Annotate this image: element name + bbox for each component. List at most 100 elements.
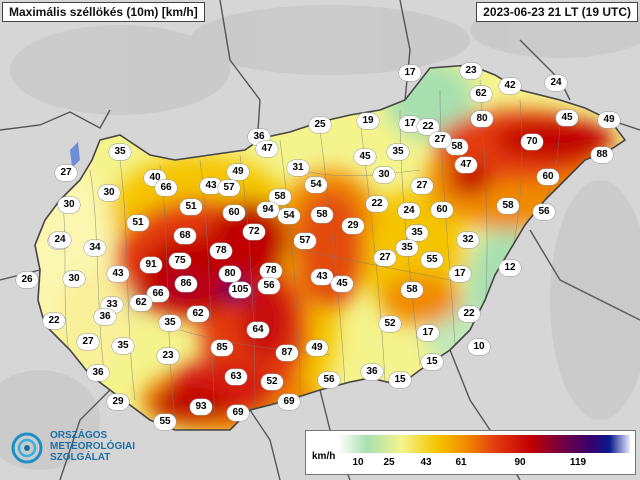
station-value: 24: [398, 203, 420, 219]
station-value: 36: [87, 365, 109, 381]
station-value: 34: [84, 240, 106, 256]
station-value: 72: [243, 224, 265, 240]
station-value: 87: [276, 345, 298, 361]
station-value: 22: [43, 313, 65, 329]
station-value: 43: [311, 269, 333, 285]
logo-line-3: SZOLGÁLAT: [50, 452, 111, 463]
station-value: 30: [58, 197, 80, 213]
station-value: 62: [187, 306, 209, 322]
color-legend: km/h 10 25 43 61 90 119: [305, 430, 636, 475]
station-value: 60: [537, 169, 559, 185]
legend-tick: 25: [383, 457, 395, 468]
station-value: 62: [470, 86, 492, 102]
station-value: 19: [357, 113, 379, 129]
station-value: 64: [247, 322, 269, 338]
station-value: 54: [278, 208, 300, 224]
station-value: 24: [49, 232, 71, 248]
station-value: 23: [460, 63, 482, 79]
station-value: 88: [591, 147, 613, 163]
station-value: 69: [227, 405, 249, 421]
legend-tick: 90: [514, 457, 526, 468]
station-value: 57: [294, 233, 316, 249]
station-value: 27: [374, 250, 396, 266]
station-value: 23: [157, 348, 179, 364]
station-value: 17: [399, 65, 421, 81]
logo-text: ORSZÁGOS METEOROLÓGIAI SZOLGÁLAT: [50, 430, 135, 463]
station-value: 27: [77, 334, 99, 350]
station-value: 86: [175, 276, 197, 292]
station-value: 49: [306, 340, 328, 356]
station-value: 17: [399, 116, 421, 132]
station-value: 80: [471, 111, 493, 127]
station-value: 54: [305, 177, 327, 193]
station-value: 30: [63, 271, 85, 287]
station-value: 12: [499, 260, 521, 276]
map-title: Maximális széllökés (10m) [km/h]: [2, 2, 205, 22]
station-value: 45: [331, 276, 353, 292]
legend-tick: 10: [352, 457, 364, 468]
station-value: 78: [210, 243, 232, 259]
station-value: 60: [431, 202, 453, 218]
station-value: 68: [174, 228, 196, 244]
station-value: 36: [361, 364, 383, 380]
logo-line-1: ORSZÁGOS: [50, 430, 108, 441]
hungary-border: [34, 64, 627, 431]
station-value: 35: [112, 338, 134, 354]
logo-icon: [11, 432, 43, 464]
station-value: 47: [256, 141, 278, 157]
station-value: 42: [499, 78, 521, 94]
legend-tick: 61: [455, 457, 467, 468]
station-value: 105: [229, 282, 251, 298]
legend-unit: km/h: [312, 451, 336, 462]
station-value: 15: [389, 372, 411, 388]
station-value: 15: [421, 354, 443, 370]
station-value: 25: [309, 117, 331, 133]
station-value: 56: [318, 372, 340, 388]
station-value: 45: [354, 149, 376, 165]
station-value: 66: [155, 180, 177, 196]
station-value: 57: [218, 180, 240, 196]
station-value: 17: [417, 325, 439, 341]
station-value: 29: [107, 394, 129, 410]
station-value: 55: [421, 252, 443, 268]
station-value: 49: [227, 164, 249, 180]
station-value: 78: [260, 263, 282, 279]
legend-colorbar: [338, 435, 630, 453]
station-value: 91: [140, 257, 162, 273]
station-value: 27: [411, 178, 433, 194]
station-value: 75: [169, 253, 191, 269]
station-value: 52: [379, 316, 401, 332]
station-value: 58: [446, 139, 468, 155]
station-value: 30: [373, 167, 395, 183]
station-value: 58: [311, 207, 333, 223]
station-value: 70: [521, 134, 543, 150]
station-value: 27: [55, 165, 77, 181]
station-value: 47: [455, 157, 477, 173]
station-value: 31: [287, 160, 309, 176]
station-value: 27: [429, 132, 451, 148]
station-value: 22: [417, 119, 439, 135]
legend-tick: 119: [569, 457, 587, 468]
station-value: 55: [154, 414, 176, 430]
station-value: 10: [468, 339, 490, 355]
station-value: 51: [127, 215, 149, 231]
station-value: 58: [401, 282, 423, 298]
station-value: 35: [406, 225, 428, 241]
station-value: 56: [533, 204, 555, 220]
logo-line-2: METEOROLÓGIAI: [50, 441, 135, 452]
station-value: 94: [257, 202, 279, 218]
station-value: 35: [109, 144, 131, 160]
lake-icon: [70, 142, 80, 168]
station-value: 17: [449, 266, 471, 282]
station-value: 69: [278, 394, 300, 410]
station-value: 22: [458, 306, 480, 322]
station-value: 35: [387, 144, 409, 160]
station-value: 58: [497, 198, 519, 214]
station-value: 63: [225, 369, 247, 385]
station-value: 93: [190, 399, 212, 415]
station-value: 66: [147, 286, 169, 302]
station-value: 35: [396, 240, 418, 256]
station-value: 30: [98, 185, 120, 201]
station-value: 85: [211, 340, 233, 356]
map-datetime: 2023-06-23 21 LT (19 UTC): [476, 2, 638, 22]
